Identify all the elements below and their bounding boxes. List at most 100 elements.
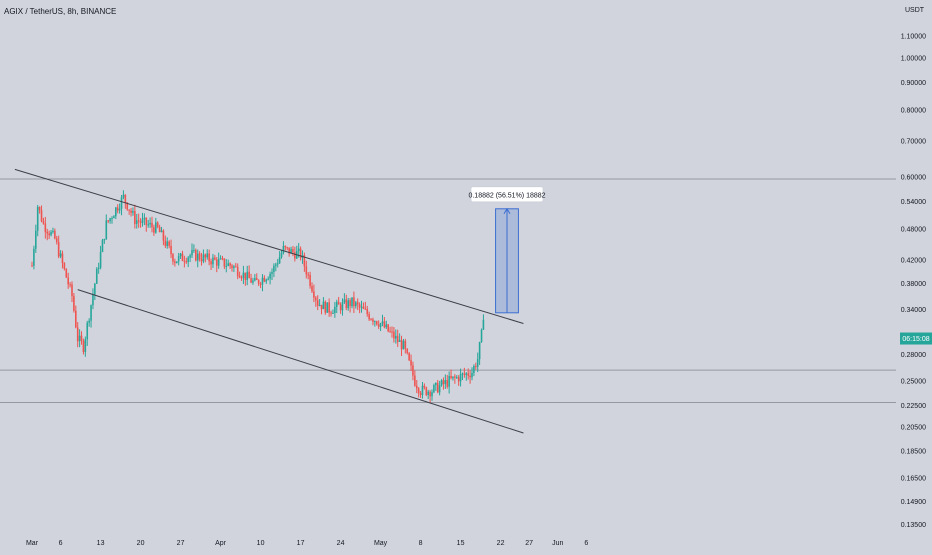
candle-bull [433,385,435,393]
candle-bull [99,251,102,268]
candle-bear [63,263,66,269]
candle-bull [478,341,481,360]
candle-bull [175,261,178,264]
candle-bull [269,273,271,279]
candle-bear [170,245,172,255]
candle-bear [446,380,449,387]
candle-bear [238,275,241,278]
candle-bear [313,291,315,298]
candle-bull [50,232,52,236]
candle-bull [440,380,443,386]
candle-bull [101,240,104,252]
candle-bear [168,241,170,246]
candle-bull [395,335,397,339]
candle-bull [438,385,441,393]
candle-bear [185,261,188,263]
time-tick-label: 6 [584,540,588,547]
candle-bear [244,272,247,280]
candle-bear [80,335,83,341]
candle-bull [448,375,450,387]
candle-bear [396,335,399,342]
candle-bull [398,340,401,342]
candle-bull [381,321,384,324]
candle-bull [360,306,363,308]
candle-bear [299,248,302,258]
measure-arrowhead [503,207,511,215]
candle-bull [206,253,209,258]
candle-bull [217,259,220,266]
candle-bear [417,388,420,394]
candle-bear [65,268,68,278]
candle-bear [61,253,64,264]
candle-bear [126,202,129,210]
candle-bear [288,247,290,254]
candle-bull [35,230,37,249]
candle-bull [193,249,195,251]
candle-bull [147,224,149,226]
candle-bear [316,300,319,306]
candle-bull [476,359,479,367]
candle-bear [145,217,148,225]
price-tick-label: 0.48000 [901,226,926,233]
price-tick-label: 0.60000 [901,175,926,182]
time-axis: Mar 6 13 20 27 Apr 10 17 24 May 8 15 22 27 Jun 6 [26,540,588,547]
candle-bear [353,297,355,307]
candle-bull [261,277,264,285]
candle-bull [59,253,62,257]
candle-bull [271,271,273,274]
candle-bear [356,302,359,305]
candle-bear [315,297,317,301]
candle-bear [215,259,218,266]
horizontal-levels [0,178,896,403]
time-tick-label: 6 [59,540,63,547]
symbol-title: AGIX / TetherUS, 8h, BINANCE [4,7,117,16]
candle-bear [286,247,289,249]
candle-bear [200,259,203,262]
candle-bull [461,373,464,375]
candle-bear [31,265,33,267]
candle-bull [212,257,214,265]
candle-bull [187,257,189,262]
time-tick-label: 27 [525,540,533,547]
price-axis: USDT 1.10000 1.00000 0.90000 0.80000 0.70000 0… [900,7,932,529]
time-tick-label: Jun [552,540,563,547]
candle-bear [391,331,393,333]
price-tick-label: 0.18500 [901,449,926,456]
candle-bear [259,283,262,285]
candle-bear [324,301,327,313]
candle-bear [248,271,250,279]
candle-bear [54,230,56,239]
candle-bear [174,261,176,264]
candle-bull [115,207,117,217]
candle-bear [442,380,445,385]
candle-bull [143,217,146,220]
candle-bear [469,375,471,378]
price-tick-label: 1.00000 [901,55,926,62]
current-price-tag [900,332,932,345]
candle-bear [231,265,233,268]
candle-bear [76,327,79,342]
candle-bear [42,221,45,224]
candle-bull [179,253,182,257]
candle-bull [95,268,98,284]
candle-bull [113,216,115,219]
candle-bear [368,314,370,320]
candle-bull [33,248,35,266]
candle-bull [135,220,138,224]
price-tick-label: 0.14900 [901,499,926,506]
candle-bear [284,246,287,248]
price-tick-label: 0.28000 [901,352,926,359]
candle-bear [162,230,165,241]
candle-bear [130,210,132,213]
price-tick-label: 0.16500 [901,475,926,482]
candle-bull [334,306,336,313]
candle-bear [40,210,43,222]
candle-bear [107,220,109,222]
candle-bull [111,218,113,220]
candle-bear [158,226,161,233]
candle-bear [463,373,466,375]
candle-bear [153,227,155,233]
candle-bear [364,308,367,310]
